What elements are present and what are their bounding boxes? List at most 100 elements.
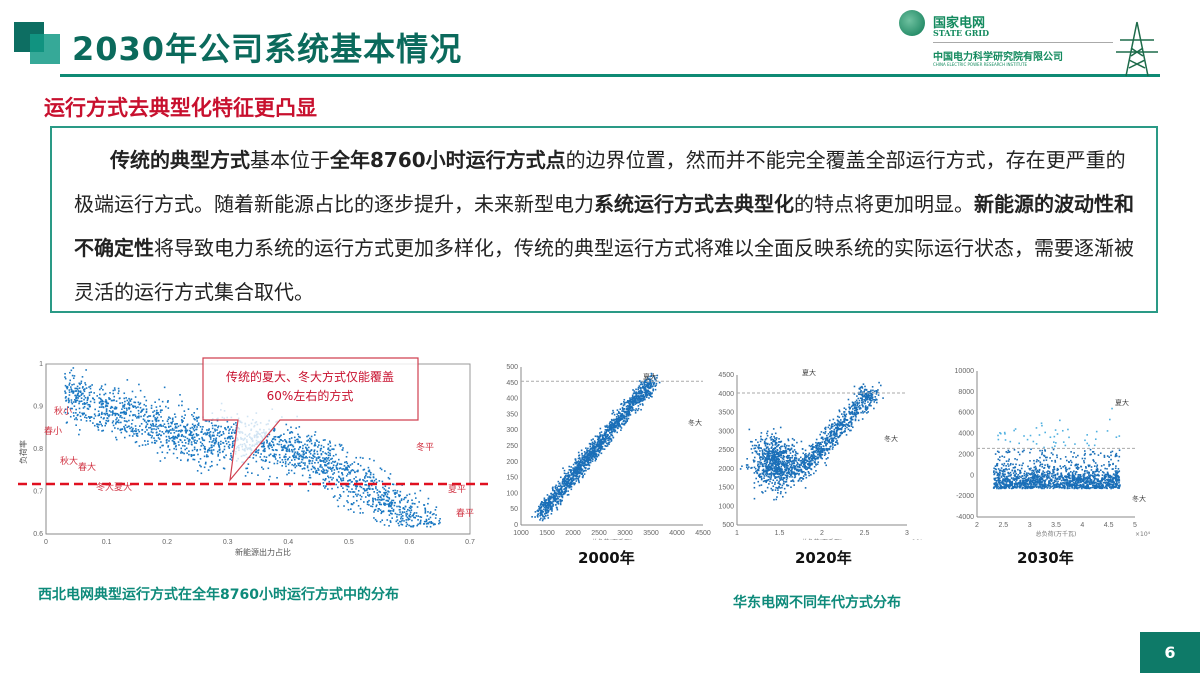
scatter-point bbox=[387, 490, 389, 492]
east-2000-chart: 1000 1500 2000 2500 3000 3500 4000 450005010015… bbox=[506, 364, 711, 540]
scatter-point bbox=[266, 440, 269, 443]
scatter-point bbox=[368, 476, 371, 478]
scatter-point bbox=[558, 489, 560, 492]
scatter-point bbox=[168, 440, 170, 442]
scatter-point bbox=[141, 433, 143, 435]
scatter-point bbox=[606, 424, 608, 427]
scatter-point bbox=[185, 431, 187, 433]
scatter-point bbox=[601, 436, 604, 438]
scatter-point bbox=[170, 432, 172, 434]
scatter-point bbox=[114, 422, 117, 425]
scatter-point bbox=[612, 422, 614, 425]
scatter-point bbox=[408, 509, 411, 512]
scatter-point bbox=[134, 396, 137, 398]
scatter-point bbox=[563, 478, 565, 480]
scatter-point bbox=[438, 522, 440, 525]
scatter-point bbox=[851, 404, 854, 407]
scatter-point bbox=[208, 440, 211, 443]
scatter-point bbox=[83, 412, 85, 415]
scatter-point bbox=[74, 390, 77, 392]
scatter-point bbox=[212, 449, 215, 451]
scatter-point bbox=[204, 462, 207, 465]
scatter-point bbox=[197, 423, 199, 426]
scatter-point bbox=[262, 444, 265, 447]
scatter-point bbox=[65, 399, 68, 402]
scatter-point bbox=[298, 462, 301, 465]
scatter-point bbox=[575, 471, 578, 474]
scatter-point bbox=[431, 513, 434, 516]
scatter-point bbox=[210, 449, 213, 452]
scatter-point bbox=[107, 420, 109, 423]
scatter-point bbox=[831, 441, 833, 444]
scatter-point bbox=[640, 381, 642, 384]
scatter-point bbox=[383, 524, 386, 526]
scatter-point bbox=[314, 431, 317, 433]
scatter-point bbox=[298, 453, 301, 455]
scatter-point bbox=[621, 423, 623, 425]
scatter-point bbox=[111, 399, 113, 402]
scatter-point bbox=[574, 482, 576, 485]
scatter-point bbox=[581, 476, 584, 478]
scatter-point bbox=[752, 459, 755, 461]
scatter-point bbox=[793, 460, 795, 463]
scatter-point bbox=[135, 434, 138, 437]
scatter-point bbox=[336, 499, 339, 502]
scatter-point bbox=[337, 505, 340, 508]
scatter-point bbox=[121, 416, 123, 419]
scatter-point bbox=[365, 474, 367, 477]
scatter-point bbox=[333, 461, 336, 463]
scatter-point bbox=[213, 435, 215, 437]
scatter-point bbox=[138, 445, 141, 447]
scatter-point bbox=[567, 472, 569, 475]
scatter-point bbox=[620, 415, 622, 418]
scatter-point bbox=[599, 441, 602, 444]
scatter-point bbox=[572, 463, 575, 466]
scatter-point bbox=[877, 391, 879, 394]
scatter-point bbox=[379, 521, 382, 523]
scatter-point bbox=[112, 412, 114, 415]
scatter-point bbox=[606, 445, 609, 447]
scatter-point bbox=[336, 463, 339, 466]
scatter-point bbox=[316, 440, 318, 442]
scatter-point bbox=[119, 402, 121, 404]
scatter-point bbox=[635, 408, 637, 410]
scatter-point bbox=[216, 463, 219, 466]
scatter-point bbox=[760, 447, 763, 450]
scatter-point bbox=[788, 454, 791, 457]
scatter-point bbox=[583, 466, 586, 469]
scatter-point bbox=[645, 396, 648, 399]
scatter-point bbox=[639, 383, 642, 386]
scatter-point bbox=[578, 464, 581, 467]
scatter-point bbox=[787, 469, 790, 471]
scatter-point bbox=[76, 414, 79, 417]
scatter-point bbox=[810, 455, 812, 458]
scatter-point bbox=[362, 479, 364, 481]
scatter-point bbox=[578, 471, 580, 474]
y-tick-label: 350 bbox=[506, 411, 518, 418]
scatter-point bbox=[587, 457, 590, 460]
scatter-point bbox=[211, 424, 214, 427]
scatter-point bbox=[213, 438, 215, 440]
scatter-point bbox=[385, 499, 388, 502]
scatter-point bbox=[291, 450, 294, 453]
scatter-point bbox=[117, 392, 120, 395]
scatter-point bbox=[787, 472, 790, 475]
scatter-point bbox=[73, 375, 76, 377]
scatter-point bbox=[607, 428, 609, 431]
scatter-point bbox=[207, 429, 210, 432]
scatter-point bbox=[83, 390, 86, 393]
scatter-point bbox=[216, 429, 218, 431]
scatter-point bbox=[761, 469, 764, 472]
scatter-point bbox=[196, 417, 198, 420]
scatter-point bbox=[217, 425, 220, 428]
scatter-point bbox=[263, 450, 266, 453]
scatter-point bbox=[765, 469, 768, 472]
scatter-point bbox=[115, 418, 117, 421]
scatter-point bbox=[583, 458, 586, 461]
scatter-point bbox=[338, 475, 340, 478]
scatter-point bbox=[139, 425, 141, 427]
scatter-point bbox=[135, 407, 138, 409]
scatter-point bbox=[774, 469, 776, 471]
scatter-point bbox=[102, 400, 104, 403]
scatter-point bbox=[289, 441, 292, 443]
